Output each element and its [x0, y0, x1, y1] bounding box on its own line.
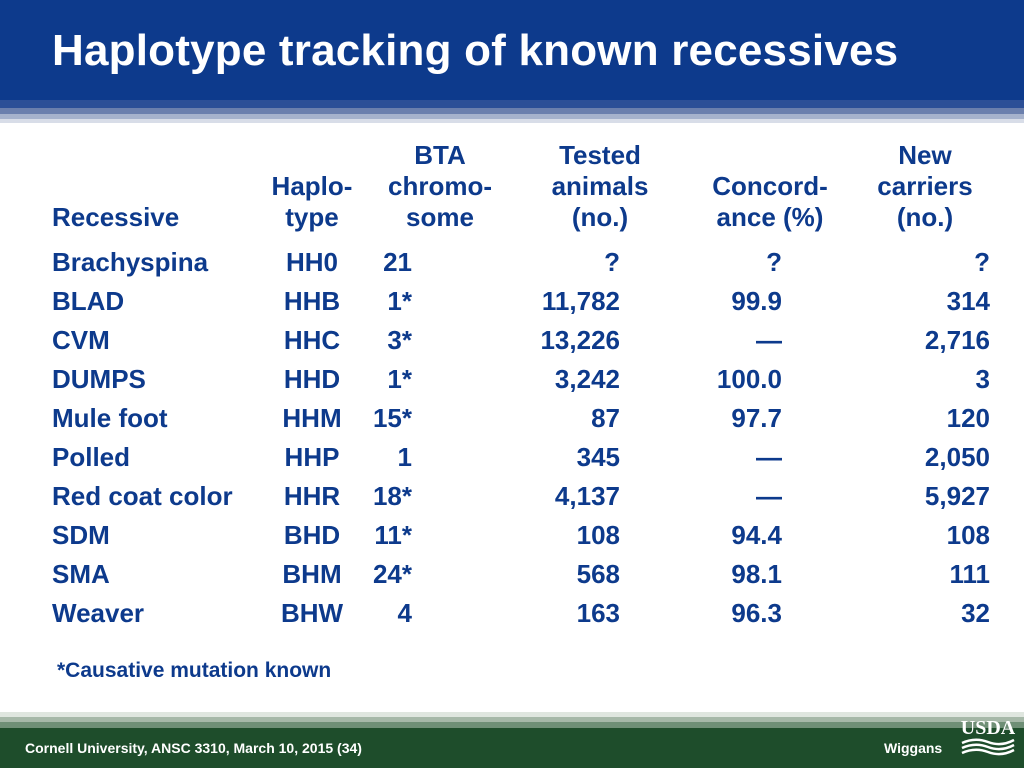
cell-haplotype: HHD — [283, 364, 341, 394]
cell-new-carriers: 32 — [961, 598, 990, 628]
cell-concordance: ? — [766, 247, 782, 277]
cell-new-carriers: 2,716 — [924, 325, 990, 355]
cell-concordance: — — [756, 325, 782, 355]
header-haplotype: Haplo- type — [271, 171, 353, 232]
cell-recessive: SDM — [52, 520, 110, 550]
cell-recessive: SMA — [52, 559, 110, 589]
cell-new-carriers: 3 — [975, 364, 990, 394]
cell-haplotype: HHR — [283, 481, 341, 511]
cell-tested: 4,137 — [554, 481, 620, 511]
header-recessive: Recessive — [52, 202, 180, 232]
cell-chromosome: 4 — [397, 598, 412, 628]
cell-haplotype: BHW — [280, 598, 344, 628]
cell-new-carriers: ? — [974, 247, 990, 277]
footer-stripe — [0, 722, 1024, 728]
cell-concordance: — — [756, 481, 782, 511]
table-row: Weaver BHW 4 163 96.3 32 — [52, 594, 990, 633]
cell-tested: 163 — [576, 598, 620, 628]
table-row: CVM HHC 3* 13,226 — 2,716 — [52, 321, 990, 360]
cell-recessive: Polled — [52, 442, 131, 472]
cell-recessive: CVM — [52, 325, 110, 355]
header-concordance: Concord- ance (%) — [712, 171, 828, 232]
cell-tested: 345 — [576, 442, 620, 472]
cell-tested: 108 — [576, 520, 620, 550]
cell-chromosome: 18* — [372, 481, 412, 511]
footer-citation: Cornell University, ANSC 3310, March 10,… — [25, 740, 362, 756]
cell-recessive: Mule foot — [52, 403, 168, 433]
cell-haplotype: HHM — [282, 403, 342, 433]
cell-tested: ? — [604, 247, 620, 277]
cell-chromosome: 15* — [372, 403, 412, 433]
cell-recessive: Brachyspina — [52, 247, 209, 277]
cell-haplotype: HHC — [283, 325, 341, 355]
header-stripe — [0, 100, 1024, 108]
table-row: DUMPS HHD 1* 3,242 100.0 3 — [52, 360, 990, 399]
cell-new-carriers: 111 — [949, 559, 990, 589]
cell-chromosome: 1 — [397, 442, 412, 472]
footer-author: Wiggans — [884, 740, 943, 756]
cell-chromosome: 1* — [387, 286, 412, 316]
cell-recessive: BLAD — [52, 286, 125, 316]
cell-haplotype: HHB — [283, 286, 341, 316]
cell-concordance: 97.7 — [731, 403, 782, 433]
cell-recessive: Weaver — [52, 598, 145, 628]
header-tested-animals: Tested animals (no.) — [551, 140, 649, 232]
table-row: SMA BHM 24* 568 98.1 111 — [52, 555, 990, 594]
cell-tested: 11,782 — [541, 286, 620, 316]
cell-haplotype: BHM — [282, 559, 342, 589]
cell-concordance: 94.4 — [731, 520, 782, 550]
footer-stripe — [0, 717, 1024, 722]
table-row: Brachyspina HH0 21 ? ? ? — [52, 243, 990, 282]
cell-concordance: 98.1 — [731, 559, 782, 589]
header-stripe — [0, 114, 1024, 119]
title-bar: Haplotype tracking of known recessives — [0, 0, 1024, 100]
header-bta-chromosome: BTA chromo- some — [388, 140, 492, 232]
cell-haplotype: HHP — [284, 442, 340, 472]
usda-logo-text: USDA — [961, 717, 1016, 739]
cell-chromosome: 21 — [383, 247, 412, 277]
cell-concordance: 96.3 — [731, 598, 782, 628]
cell-haplotype: BHD — [283, 520, 341, 550]
cell-new-carriers: 120 — [946, 403, 990, 433]
cell-new-carriers: 314 — [946, 286, 990, 316]
table-row: SDM BHD 11* 108 94.4 108 — [52, 516, 990, 555]
header-stripe — [0, 119, 1024, 123]
cell-tested: 13,226 — [540, 325, 620, 355]
cell-tested: 3,242 — [554, 364, 620, 394]
cell-recessive: Red coat color — [52, 481, 233, 511]
footer-stripe — [0, 712, 1024, 717]
cell-tested: 568 — [576, 559, 620, 589]
cell-tested: 87 — [591, 403, 620, 433]
cell-recessive: DUMPS — [52, 364, 146, 394]
header-new-carriers: New carriers (no.) — [877, 140, 973, 232]
header-stripe — [0, 108, 1024, 114]
table-row: Mule foot HHM 15* 87 97.7 120 — [52, 399, 990, 438]
cell-concordance: 99.9 — [731, 286, 782, 316]
table-row: BLAD HHB 1* 11,782 99.9 314 — [52, 282, 990, 321]
cell-chromosome: 1* — [387, 364, 412, 394]
recessives-table: Recessive Haplo- type BTA chromo- some T… — [52, 140, 990, 633]
usda-logo: USDA — [961, 717, 1016, 756]
slide-title: Haplotype tracking of known recessives — [52, 26, 899, 75]
table-row: Polled HHP 1 345 — 2,050 — [52, 438, 990, 477]
cell-new-carriers: 108 — [946, 520, 990, 550]
cell-concordance: 100.0 — [716, 364, 782, 394]
cell-concordance: — — [756, 442, 782, 472]
table-header-row: Recessive Haplo- type BTA chromo- some T… — [52, 140, 990, 243]
cell-new-carriers: 5,927 — [924, 481, 990, 511]
footnote: *Causative mutation known — [57, 659, 332, 682]
cell-chromosome: 11* — [374, 520, 412, 550]
footer-bar: Cornell University, ANSC 3310, March 10,… — [0, 728, 1024, 768]
cell-chromosome: 24* — [372, 559, 412, 589]
cell-new-carriers: 2,050 — [924, 442, 990, 472]
cell-chromosome: 3* — [387, 325, 412, 355]
table-row: Red coat color HHR 18* 4,137 — 5,927 — [52, 477, 990, 516]
cell-haplotype: HH0 — [285, 247, 338, 277]
